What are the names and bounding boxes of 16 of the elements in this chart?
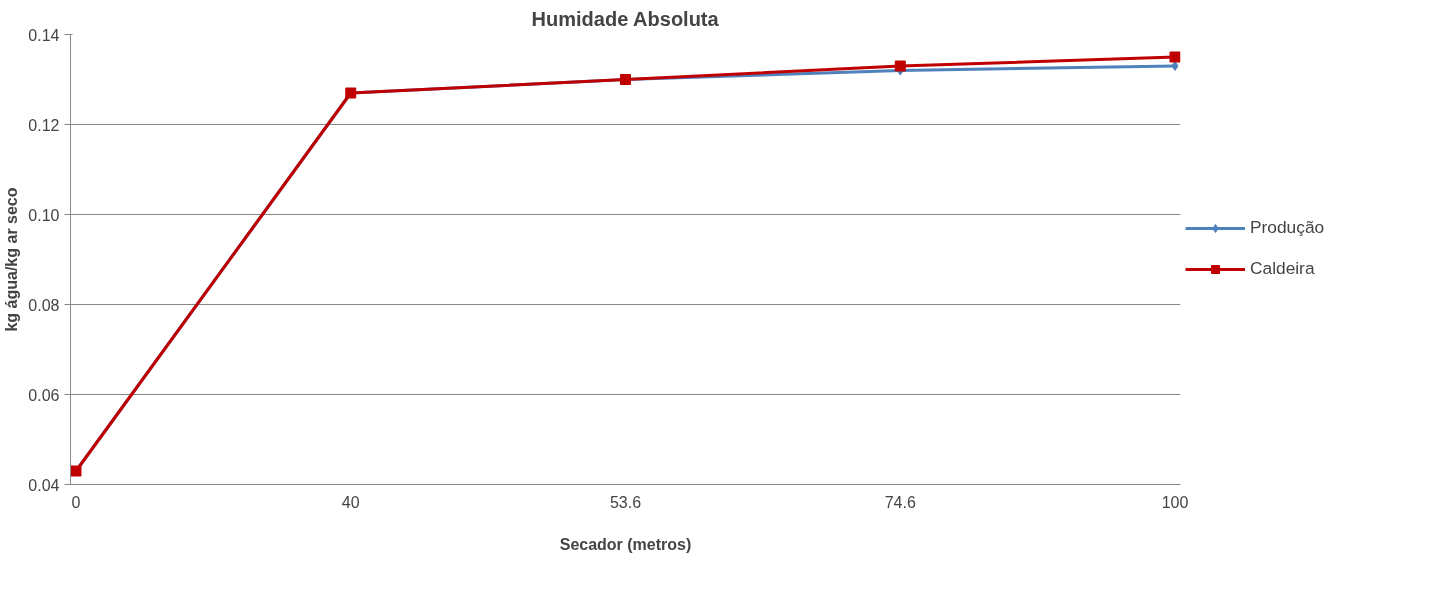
- x-tick-label: 40: [341, 493, 360, 511]
- y-tick-label: 0.08: [28, 296, 60, 314]
- x-tick-label: 53.6: [609, 493, 642, 511]
- legend-label: Produção: [1250, 217, 1325, 238]
- x-tick-label: 0: [71, 493, 81, 511]
- x-tick-label: 100: [1161, 493, 1189, 511]
- x-tick-label: 74.6: [884, 493, 916, 511]
- x-axis-title: Secador (metros): [559, 535, 692, 553]
- y-tick-label: 0.04: [28, 476, 60, 494]
- legend-label: Caldeira: [1250, 258, 1315, 279]
- y-tick-label: 0.14: [28, 26, 60, 44]
- y-axis-title: kg água/kg ar seco: [3, 187, 21, 332]
- y-tick-label: 0.06: [28, 386, 60, 404]
- y-tick-label: 0.10: [28, 206, 60, 224]
- y-tick-label: 0.12: [28, 116, 60, 134]
- chart-title: Humidade Absoluta: [531, 7, 720, 30]
